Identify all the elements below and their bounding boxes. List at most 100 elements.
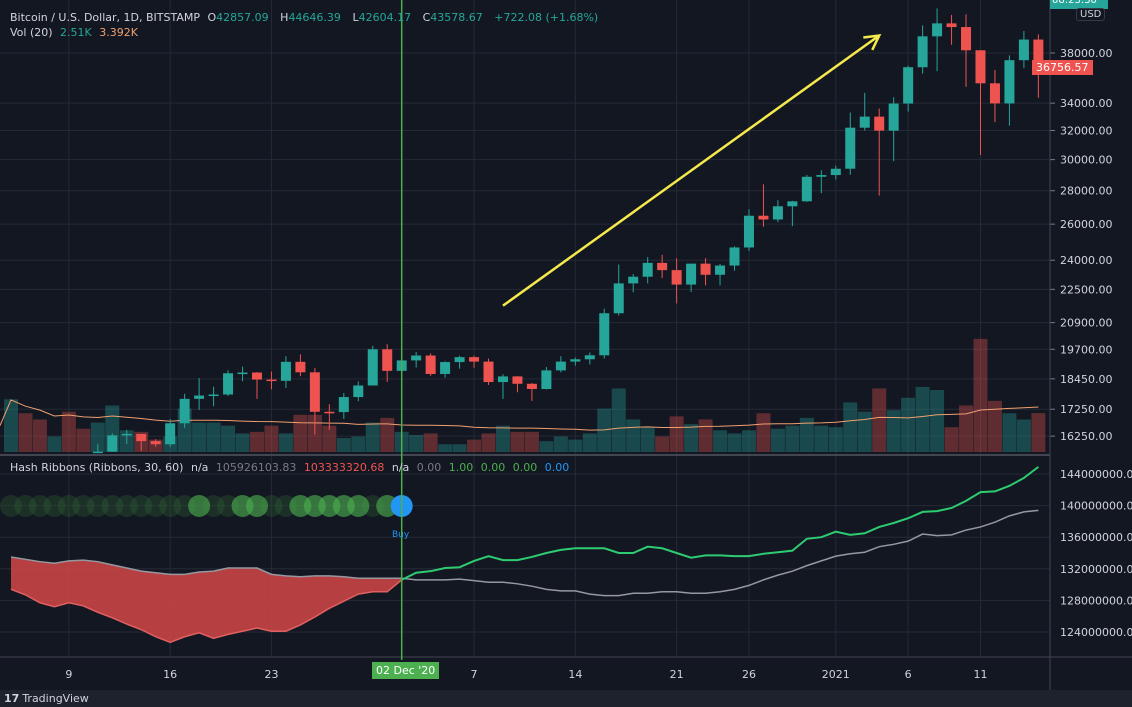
candle bbox=[599, 308, 610, 359]
hash-tick-label: 140000000.00 bbox=[1060, 500, 1132, 513]
candle bbox=[570, 357, 581, 366]
volume-bar bbox=[380, 417, 395, 452]
volume-bar bbox=[582, 433, 597, 452]
ma30-line bbox=[401, 466, 1039, 581]
price-tick-label: 38000.00 bbox=[1060, 47, 1113, 60]
candle bbox=[266, 371, 277, 390]
volume-bar bbox=[90, 422, 105, 452]
volume-bar bbox=[626, 419, 641, 452]
volume-bar bbox=[828, 427, 843, 452]
candle bbox=[932, 8, 943, 72]
volume-bar bbox=[568, 439, 583, 452]
volume-bar bbox=[438, 444, 453, 452]
ribbon-dot bbox=[72, 495, 95, 517]
price-tick-label: 28000.00 bbox=[1060, 185, 1113, 198]
brand-name[interactable]: TradingView bbox=[22, 692, 89, 705]
volume-bar bbox=[293, 414, 308, 452]
ribbon-dot bbox=[43, 495, 66, 517]
volume-bar bbox=[669, 416, 684, 452]
candle-body bbox=[526, 383, 537, 389]
volume-bar bbox=[249, 431, 264, 452]
volume-bar bbox=[1031, 413, 1046, 452]
volume-bar bbox=[698, 419, 713, 452]
volume-bar bbox=[467, 439, 482, 452]
low-value: 42604.17 bbox=[358, 11, 412, 24]
ribbon-dot bbox=[86, 495, 109, 517]
candle-body bbox=[237, 372, 248, 375]
annotations bbox=[400, 0, 882, 660]
candles bbox=[92, 8, 1044, 454]
candle-body bbox=[570, 359, 581, 362]
candle-body bbox=[758, 215, 769, 220]
capitulation-fill bbox=[11, 556, 402, 643]
candle bbox=[237, 366, 248, 382]
volume-bar bbox=[365, 422, 380, 452]
candle-body bbox=[845, 127, 856, 169]
volume-bar bbox=[47, 436, 62, 452]
candle bbox=[136, 433, 147, 452]
candle-body bbox=[266, 379, 277, 382]
volume-bar bbox=[843, 402, 858, 452]
candle-body bbox=[772, 206, 783, 220]
candle-body bbox=[295, 361, 306, 373]
volume-bar bbox=[235, 433, 250, 452]
candle bbox=[758, 184, 769, 227]
footer: 17 TradingView bbox=[4, 692, 89, 705]
price-tick-label: 20900.00 bbox=[1060, 317, 1113, 330]
candle-body bbox=[541, 370, 552, 389]
volume-bar bbox=[18, 413, 33, 452]
candle bbox=[541, 367, 552, 390]
hash-value-4: n/a bbox=[391, 461, 410, 474]
volume-bar bbox=[322, 425, 337, 452]
change-value: +722.08 (+1.68%) bbox=[494, 11, 599, 24]
candle-body bbox=[165, 423, 176, 445]
volume-bar bbox=[886, 410, 901, 452]
price-tick-label: 19700.00 bbox=[1060, 343, 1113, 356]
candle-body bbox=[903, 67, 914, 104]
hash-ribbons-legend: Hash Ribbons (Ribbons, 30, 60) n/a 10592… bbox=[10, 461, 573, 474]
hash-tick-label: 136000000.00 bbox=[1060, 531, 1132, 544]
candle-body bbox=[454, 357, 465, 363]
volume-bar bbox=[192, 422, 207, 452]
hash-value-9: 0.00 bbox=[544, 461, 570, 474]
open-value: 42857.09 bbox=[216, 11, 269, 24]
candle-body bbox=[917, 36, 928, 68]
volume-bar bbox=[32, 419, 47, 452]
candle-body bbox=[657, 262, 668, 271]
candle bbox=[584, 352, 595, 365]
candle bbox=[613, 264, 624, 316]
candle-body bbox=[671, 270, 682, 285]
volume-value: 2.51K bbox=[60, 26, 92, 39]
volume-bar bbox=[770, 428, 785, 452]
signal-dot bbox=[245, 495, 268, 517]
candle bbox=[411, 352, 422, 368]
volume-bar bbox=[814, 425, 829, 452]
ribbon-dot bbox=[159, 495, 182, 517]
time-tick-label: 26 bbox=[742, 668, 756, 681]
volume-bar bbox=[221, 425, 236, 452]
volume-bar bbox=[409, 434, 424, 452]
volume-bar bbox=[76, 428, 91, 452]
candle bbox=[642, 257, 653, 284]
candle bbox=[353, 381, 364, 402]
volume-bar bbox=[684, 424, 699, 452]
candle-body bbox=[686, 263, 697, 285]
candle bbox=[830, 165, 841, 180]
currency-button[interactable]: USD bbox=[1076, 8, 1106, 21]
candle bbox=[512, 376, 523, 393]
candle-body bbox=[946, 23, 957, 28]
signal-dot bbox=[188, 495, 211, 517]
candle bbox=[367, 345, 378, 386]
volume-bar bbox=[206, 422, 221, 452]
candle bbox=[165, 418, 176, 447]
candle-body bbox=[382, 349, 393, 371]
candle bbox=[309, 367, 320, 435]
symbol-legend: Bitcoin / U.S. Dollar, 1D, BITSTAMP O428… bbox=[10, 11, 602, 24]
candle-body bbox=[353, 385, 364, 398]
candle bbox=[975, 50, 986, 156]
symbol-title: Bitcoin / U.S. Dollar, 1D, BITSTAMP bbox=[10, 11, 200, 24]
tradingview-logo-icon[interactable]: 17 bbox=[4, 692, 20, 705]
candle-body bbox=[874, 116, 885, 131]
candle bbox=[671, 258, 682, 304]
